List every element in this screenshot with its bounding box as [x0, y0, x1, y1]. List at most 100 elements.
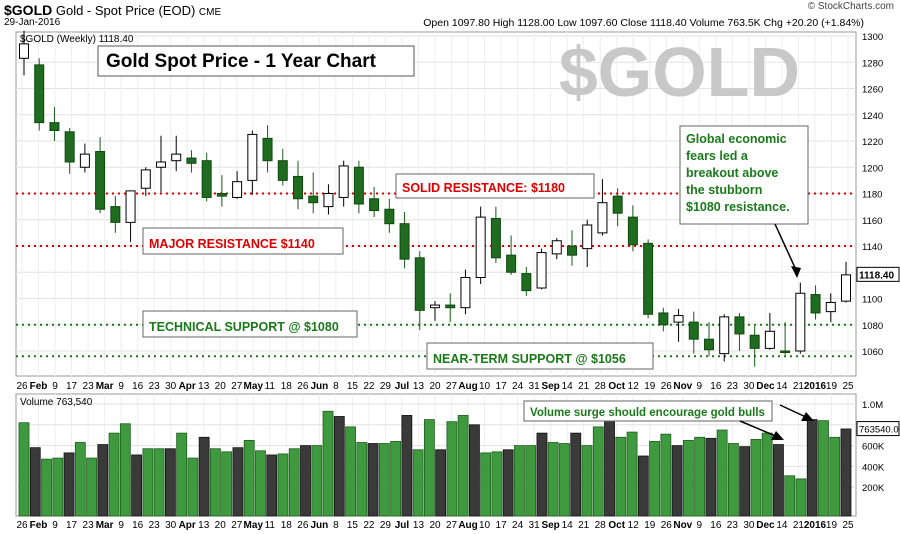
candle-body	[825, 301, 836, 313]
x-tick-label-volume: Aug	[458, 520, 477, 531]
volume-bar	[232, 447, 244, 517]
candle-body	[338, 165, 349, 198]
copyright: © StockCharts.com	[807, 1, 894, 12]
candle-body	[156, 161, 166, 168]
x-tick-label: Jul	[395, 381, 410, 392]
x-tick-label-volume: 13	[198, 520, 210, 531]
volume-bar	[829, 436, 841, 517]
candle-body	[140, 169, 151, 189]
volume-bar	[604, 419, 615, 517]
volume-bar	[615, 436, 627, 517]
candle-body	[445, 304, 456, 309]
solid-resistance-box	[395, 173, 595, 199]
symbol-line: $GOLD Gold - Spot Price (EOD) CME	[4, 2, 221, 18]
volume-bar	[705, 437, 717, 517]
x-tick-label-volume: 29	[380, 520, 392, 531]
x-tick-label-volume: 16	[710, 520, 722, 531]
volume-bar	[637, 455, 649, 517]
price-tick-label: 1220	[862, 137, 883, 148]
candle-body	[597, 202, 608, 234]
x-tick-label-volume: 26	[661, 520, 673, 531]
volume-bar	[176, 432, 188, 517]
candle-body	[719, 316, 730, 355]
volume-bar	[311, 445, 323, 517]
x-tick-label: 11	[265, 381, 276, 392]
candle-body	[612, 195, 623, 214]
major-resistance-label: MAJOR RESISTANCE $1140	[149, 237, 315, 251]
volume-bar	[119, 423, 131, 517]
major-resistance-box	[142, 227, 344, 255]
candle-body	[795, 292, 806, 352]
x-tick-label-volume: Dec	[756, 520, 775, 531]
x-tick-label-volume: 23	[727, 520, 739, 531]
volume-bar	[63, 452, 75, 517]
x-tick-label: 20	[429, 381, 441, 392]
price-tick-label: 1080	[862, 321, 883, 332]
volume-bar	[108, 432, 120, 517]
x-tick-label: 16	[132, 381, 144, 392]
candle-body	[323, 193, 334, 208]
volume-bar	[131, 454, 143, 517]
volume-tick-label: 200K	[862, 483, 885, 494]
price-tick-label: 1180	[862, 190, 882, 201]
candle-body	[95, 151, 106, 210]
x-tick-label: 2016	[804, 381, 827, 392]
volume-bar	[18, 422, 30, 517]
candle-body	[704, 338, 714, 351]
price-tick-label: 1280	[862, 58, 883, 69]
volume-bar	[525, 445, 537, 517]
x-tick-label-volume: 14	[562, 520, 574, 531]
volume-bar	[626, 431, 638, 517]
x-tick-label: 30	[165, 381, 177, 392]
x-tick-label: 14	[562, 381, 574, 392]
volume-bar	[210, 448, 221, 517]
x-tick-label-volume: Oct	[608, 520, 625, 531]
volume-tick-label: 1.0M	[862, 400, 883, 411]
x-tick-label: 12	[628, 381, 640, 392]
x-tick-label-volume: 20	[429, 520, 441, 531]
volume-bar	[502, 449, 514, 517]
x-tick-label-volume: 18	[281, 520, 293, 531]
x-tick-label-volume: 26	[297, 520, 309, 531]
volume-bar	[367, 443, 379, 517]
volume-bar	[773, 444, 784, 517]
candle-body	[551, 240, 562, 255]
volume-bar	[446, 421, 458, 517]
chart-header: $GOLD Gold - Spot Price (EOD) CME 29-Jan…	[0, 0, 900, 32]
x-tick-label-volume: 27	[446, 520, 458, 531]
candle-body	[582, 224, 593, 250]
volume-bar	[840, 428, 852, 517]
x-tick-label-volume: 21	[578, 520, 590, 531]
last-volume-box	[856, 421, 900, 437]
volume-bar	[288, 448, 300, 517]
x-tick-label: 9	[118, 381, 124, 392]
volume-bar	[300, 445, 311, 517]
volume-bar	[142, 448, 154, 517]
price-panel-frame	[15, 31, 857, 377]
candle-body	[262, 137, 273, 162]
volume-bar	[795, 478, 807, 517]
callout-line: breakout above	[686, 166, 778, 180]
candle-body	[780, 350, 791, 353]
exchange: CME	[198, 7, 222, 18]
x-tick-label-volume: 10	[479, 520, 491, 531]
candle-body	[506, 254, 517, 273]
x-tick-label-volume: 24	[512, 520, 524, 531]
x-tick-label: 25	[842, 381, 854, 392]
x-tick-label: 17	[66, 381, 78, 392]
callout-line: fears led a	[686, 149, 749, 163]
callout-arrow	[774, 223, 798, 273]
candle-body	[414, 257, 425, 311]
candle-body	[369, 198, 380, 212]
x-tick-label: 19	[644, 381, 656, 392]
x-tick-label: 21	[793, 381, 805, 392]
x-tick-label-volume: 21	[793, 520, 805, 531]
x-tick-label-volume: 19	[644, 520, 656, 531]
x-tick-label-volume: Mar	[96, 520, 114, 531]
volume-bar	[97, 444, 109, 517]
volume-bar	[716, 429, 728, 517]
x-tick-label-volume: 23	[149, 520, 161, 531]
volume-bar	[592, 426, 604, 517]
volume-tick-label: 600K	[862, 442, 885, 453]
